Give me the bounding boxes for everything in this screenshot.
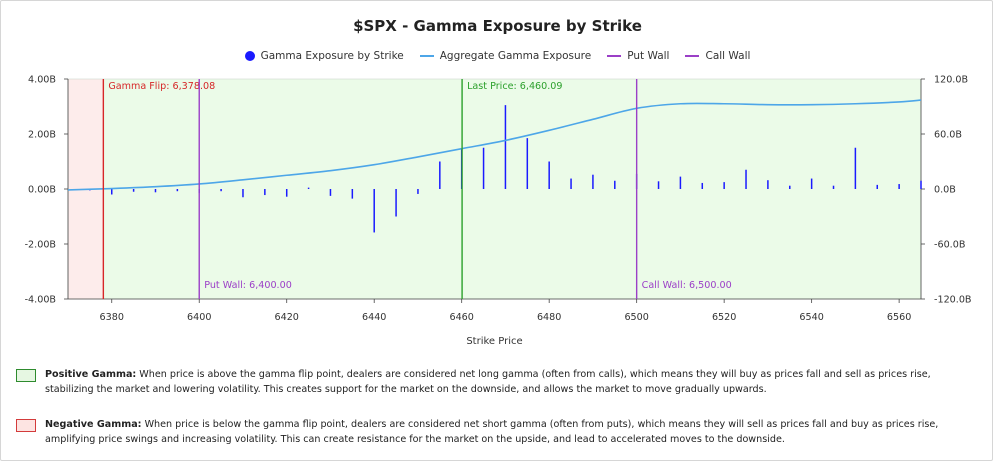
- x-tick-label: 6420: [275, 312, 299, 323]
- gamma-bar: [395, 189, 397, 217]
- y2-tick-label: 60.0B: [934, 130, 962, 141]
- positive-gamma-region: [103, 79, 921, 299]
- gamma-bar: [898, 184, 900, 189]
- x-tick-label: 6400: [187, 312, 211, 323]
- legend-item-call-wall[interactable]: Call Wall: [685, 50, 750, 62]
- gamma-bar: [307, 187, 310, 189]
- legend-label: Put Wall: [627, 50, 670, 62]
- x-tick-label: 6480: [537, 312, 561, 323]
- x-tick-label: 6380: [100, 312, 124, 323]
- gamma-bar: [176, 189, 179, 192]
- gamma-bar: [548, 161, 550, 189]
- x-tick-label: 6540: [799, 312, 823, 323]
- legend-dot-icon: [244, 51, 255, 61]
- gamma-bar: [110, 189, 113, 195]
- gamma-bar: [285, 189, 288, 197]
- gamma-bar: [220, 189, 222, 192]
- y-tick-label: 4.00B: [28, 75, 56, 86]
- gamma-exposure-chart: 4.00B 2.00B 0.00B -2.00B -4.00B 120.0B 60.0B 0.…: [25, 75, 972, 348]
- x-tick-label: 6460: [449, 312, 473, 323]
- x-tick-label: 6500: [624, 312, 648, 323]
- y-tick-label: -2.00B: [25, 240, 56, 251]
- y-tick-label: 0.00B: [28, 185, 56, 196]
- vline-label: Gamma Flip: 6,378.08: [108, 81, 215, 92]
- gamma-bar: [810, 178, 813, 189]
- gamma-bar: [657, 181, 660, 189]
- positive-gamma-note: Positive Gamma: When price is above the …: [16, 367, 981, 397]
- chart-legend: Gamma Exposure by Strike Aggregate Gamma…: [0, 50, 995, 62]
- legend-line-icon: [607, 55, 622, 57]
- gamma-bar: [767, 180, 769, 189]
- gamma-bar: [264, 189, 266, 196]
- y2-tick-label: -120.0B: [934, 295, 972, 306]
- vline-label: Call Wall: 6,500.00: [642, 280, 732, 291]
- legend-label: Call Wall: [705, 50, 751, 62]
- gamma-bar: [242, 189, 244, 198]
- legend-line-icon: [685, 55, 700, 57]
- positive-gamma-text: When price is above the gamma flip point…: [45, 369, 931, 395]
- gamma-bar: [351, 189, 354, 199]
- legend-item-put-wall[interactable]: Put Wall: [607, 50, 669, 62]
- vline-label: Last Price: 6,460.09: [467, 81, 562, 92]
- y-tick-label: 2.00B: [28, 130, 56, 141]
- positive-gamma-swatch: [16, 369, 36, 382]
- legend-label: Gamma Exposure by Strike: [260, 50, 404, 62]
- legend-label: Aggregate Gamma Exposure: [439, 50, 592, 62]
- negative-gamma-note: Negative Gamma: When price is below the …: [16, 417, 981, 447]
- gamma-bar: [679, 176, 682, 189]
- y2-tick-label: 0.0B: [934, 185, 956, 196]
- gamma-bar: [592, 174, 594, 189]
- gamma-bar: [439, 161, 441, 189]
- x-tick-label: 6520: [712, 312, 736, 323]
- gamma-bar: [504, 105, 507, 189]
- gamma-bar: [701, 182, 704, 189]
- x-tick-label: 6560: [887, 312, 911, 323]
- x-axis-label: Strike Price: [466, 336, 522, 347]
- aggregate-gamma-line: [67, 99, 922, 191]
- gamma-bar: [876, 184, 879, 189]
- gamma-bar: [854, 147, 857, 189]
- gamma-bar: [132, 189, 135, 192]
- gamma-bar: [570, 178, 572, 189]
- x-tick-label: 6440: [362, 312, 386, 323]
- gamma-bar: [614, 180, 616, 189]
- legend-item-aggregate-gamma[interactable]: Aggregate Gamma Exposure: [419, 50, 592, 62]
- y2-tick-label: 120.0B: [934, 75, 968, 86]
- positive-gamma-heading: Positive Gamma:: [45, 369, 137, 380]
- gamma-bar: [920, 180, 922, 189]
- gamma-bar: [154, 189, 157, 193]
- gamma-bar: [482, 147, 485, 189]
- vline-label: Put Wall: 6,400.00: [204, 280, 292, 291]
- gamma-bar: [526, 138, 529, 189]
- chart-title: $SPX - Gamma Exposure by Strike: [353, 17, 642, 35]
- gamma-bar: [789, 185, 791, 189]
- gamma-bar: [723, 182, 725, 189]
- legend-item-gamma-exposure[interactable]: Gamma Exposure by Strike: [244, 50, 404, 62]
- negative-gamma-swatch: [16, 419, 36, 432]
- gamma-bar: [832, 185, 835, 189]
- negative-gamma-heading: Negative Gamma:: [45, 419, 142, 430]
- negative-gamma-text: When price is below the gamma flip point…: [45, 419, 939, 445]
- gamma-bar: [373, 189, 375, 233]
- y-tick-label: -4.00B: [25, 295, 56, 306]
- legend-line-icon: [419, 55, 434, 57]
- gamma-bar: [329, 189, 332, 196]
- gamma-bar: [745, 169, 747, 189]
- gamma-bar: [417, 189, 419, 194]
- y2-tick-label: -60.0B: [934, 240, 965, 251]
